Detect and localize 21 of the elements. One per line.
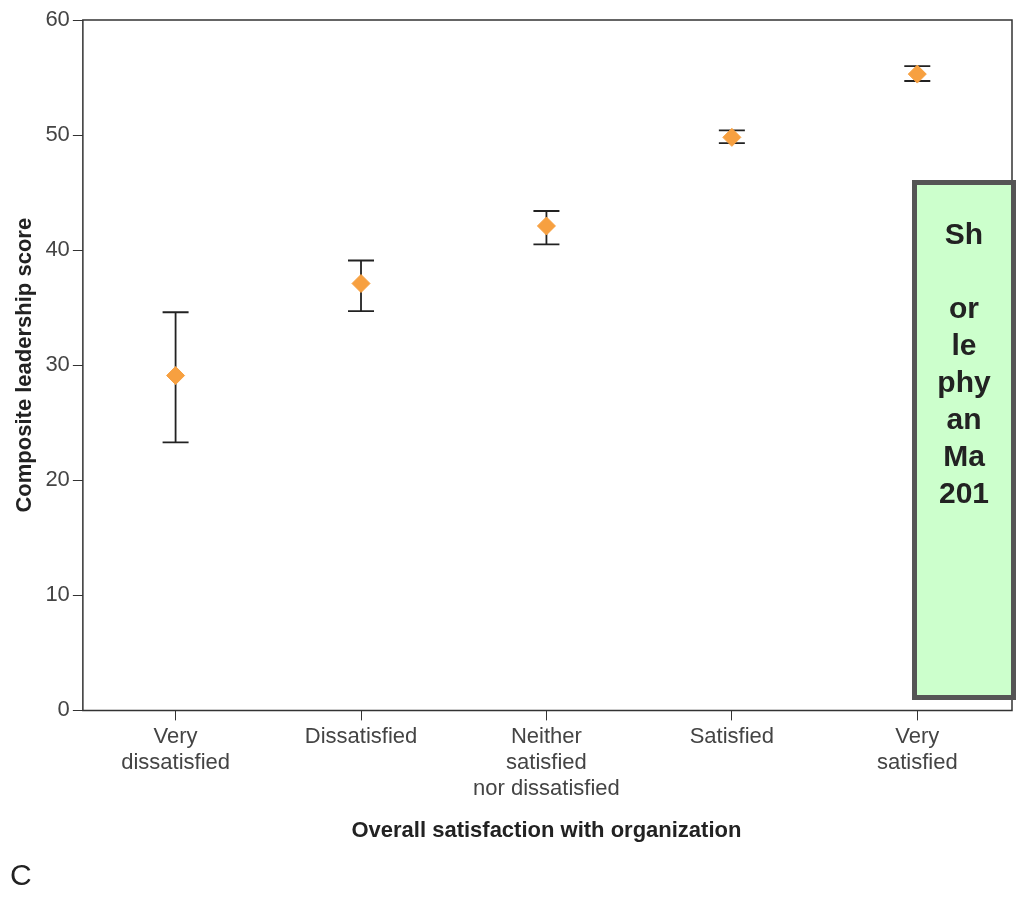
y-tick-label: 60	[45, 6, 70, 32]
y-tick-label: 10	[45, 581, 70, 607]
y-tick-label: 20	[45, 466, 70, 492]
y-axis-title: Composite leadership score	[11, 217, 37, 513]
y-tick-label: 30	[45, 351, 70, 377]
x-tick-label: Neither satisfied nor dissatisfied	[473, 722, 620, 801]
y-tick-label: 40	[45, 236, 70, 262]
point	[907, 64, 927, 84]
x-tick-label: Very dissatisfied	[121, 722, 231, 775]
text: C	[10, 858, 32, 892]
point	[351, 274, 371, 293]
x-tick-label: Satisfied	[689, 722, 775, 748]
y-tick-label: 0	[57, 696, 70, 722]
note-box: Sh or le phy an Ma 201	[912, 180, 1016, 700]
x-tick-label: Dissatisfied	[304, 722, 418, 748]
x-axis-title: Overall satisfaction with organization	[351, 816, 742, 842]
point	[166, 366, 186, 386]
y-tick-label: 50	[45, 121, 70, 147]
x-tick-label: Very satisfied	[876, 722, 958, 775]
point	[722, 127, 742, 147]
point	[536, 216, 556, 236]
